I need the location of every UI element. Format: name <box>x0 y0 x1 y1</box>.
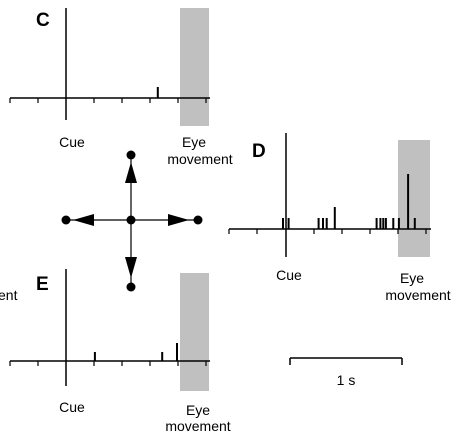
eye-label-d-2: movement <box>385 287 450 303</box>
scale-bar: 1 s <box>289 357 403 388</box>
eye-movement-shade-d <box>398 140 430 257</box>
arrowhead-down-icon <box>125 257 137 278</box>
arrowhead-left-icon <box>73 214 94 226</box>
eye-label-c-2: movement <box>167 151 232 167</box>
axis-ticks-d <box>228 229 427 234</box>
eye-movement-shade-c <box>180 8 209 126</box>
arrowhead-right-icon <box>168 214 189 226</box>
eye-label-c-1: Eye <box>182 134 206 150</box>
panel-c: C Cue Eye movement <box>9 8 233 167</box>
center-dot <box>126 215 136 225</box>
eye-label-d-1: Eye <box>400 270 424 286</box>
target-dot-left <box>61 215 71 225</box>
panel-letter-d: D <box>252 141 266 162</box>
target-dot-up <box>126 150 136 160</box>
cue-label-c: Cue <box>59 134 85 150</box>
panel-letter-e: E <box>36 274 49 295</box>
target-dot-right <box>193 215 203 225</box>
eye-label-e-2: movement <box>165 418 230 434</box>
axis-ticks-e <box>9 361 207 366</box>
scale-bar-label: 1 s <box>337 372 356 388</box>
cue-label-d: Cue <box>276 267 302 283</box>
eye-movement-shade-e <box>180 273 209 391</box>
cue-label-e: Cue <box>59 399 85 415</box>
target-dot-down <box>126 282 136 292</box>
direction-diagram <box>61 150 203 292</box>
panel-letter-c: C <box>36 10 50 31</box>
clipped-label-text: ent <box>0 287 18 303</box>
spike-bars-e <box>93 343 178 361</box>
axis-ticks-c <box>9 98 207 103</box>
eye-label-e-1: Eye <box>186 402 210 418</box>
spike-bars-d <box>282 174 416 229</box>
panel-d: D Cue Eye movement <box>228 133 451 303</box>
panel-e: E Cue Eye movement <box>9 269 231 434</box>
arrowhead-up-icon <box>125 162 137 183</box>
